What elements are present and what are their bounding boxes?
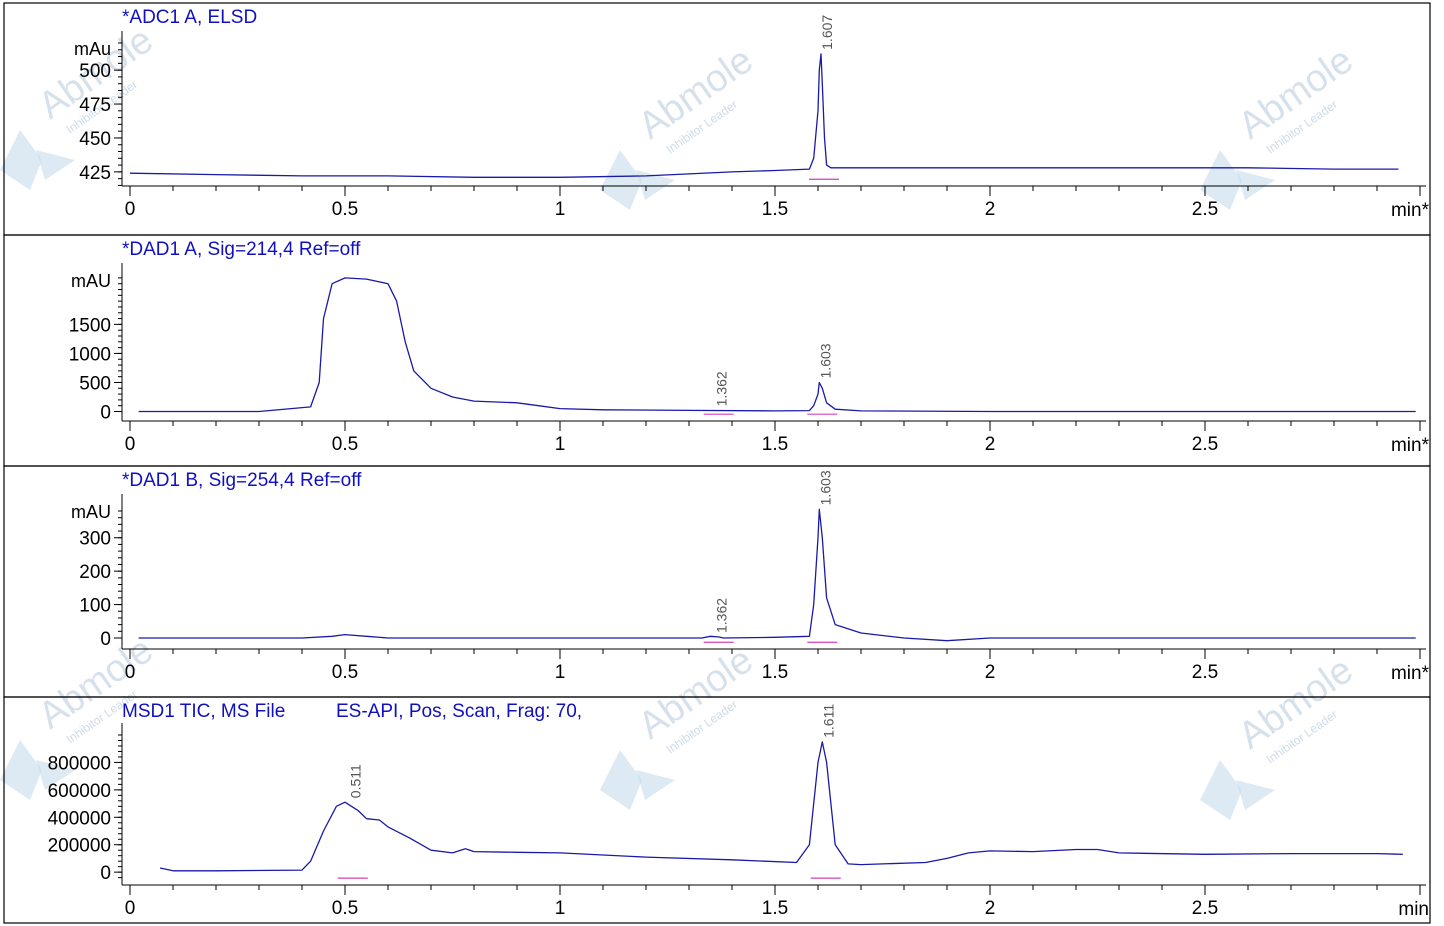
y-unit-label: mAU	[71, 502, 111, 522]
y-tick-label: 200	[79, 562, 111, 583]
x-tick-label: 2	[985, 199, 996, 220]
x-tick-label: 2.5	[1192, 662, 1218, 683]
chart-panel-4: MSD1 TIC, MS File ES-API, Pos, Scan, Frag…	[3, 696, 1431, 924]
y-tick-label: 0	[100, 863, 111, 884]
x-tick-label: 2	[985, 898, 996, 919]
x-tick-label: 0.5	[332, 898, 358, 919]
peak-rt-label: 1.603	[817, 470, 833, 505]
watermark-glyph	[1236, 780, 1275, 810]
x-unit-label: min	[1398, 899, 1429, 920]
y-unit-label: mAu	[74, 39, 111, 59]
peak-rt-label: 1.603	[817, 343, 833, 378]
watermark-glyph	[636, 170, 675, 200]
chart-title: *DAD1 A, Sig=214,4 Ref=off	[122, 239, 361, 260]
x-tick-label: 2.5	[1192, 434, 1218, 455]
watermark-glyph	[36, 150, 75, 180]
y-tick-label: 0	[100, 403, 111, 424]
watermark-glyph	[600, 150, 642, 210]
x-tick-label: 1	[555, 662, 566, 683]
x-tick-label: 0.5	[332, 434, 358, 455]
x-tick-label: 2.5	[1192, 199, 1218, 220]
chart-title: *DAD1 B, Sig=254,4 Ref=off	[122, 470, 362, 491]
peak-rt-label: 1.362	[714, 371, 730, 406]
chart-panel-2: *DAD1 A, Sig=214,4 Ref=off 0 500 1000 1500 mA…	[3, 234, 1431, 467]
chart-subtitle: ES-API, Pos, Scan, Frag: 70,	[336, 701, 582, 722]
y-tick-label: 100	[79, 596, 111, 617]
x-tick-label: 0.5	[332, 662, 358, 683]
y-tick-label: 500	[79, 61, 111, 82]
y-tick-label: 450	[79, 129, 111, 150]
peak-rt-label: 1.607	[819, 15, 835, 50]
x-unit-label: min*	[1391, 435, 1430, 456]
y-tick-label: 425	[79, 163, 111, 184]
y-unit-label: mAU	[71, 271, 111, 291]
peak-rt-label: 1.362	[714, 598, 730, 633]
y-tick-label: 400000	[48, 808, 111, 829]
watermark-glyph	[36, 760, 75, 790]
y-tick-label: 800000	[48, 753, 111, 774]
x-tick-label: 0	[125, 662, 136, 683]
watermark-glyph	[1200, 760, 1242, 820]
peak-rt-label: 1.611	[821, 704, 837, 738]
peak-rt-label: 0.511	[348, 764, 364, 798]
x-tick-label: 2	[985, 662, 996, 683]
x-tick-label: 0	[125, 898, 136, 919]
x-tick-label: 1	[555, 434, 566, 455]
x-tick-label: 2.5	[1192, 898, 1218, 919]
y-tick-label: 475	[79, 95, 111, 116]
chart-panel-3: *DAD1 B, Sig=254,4 Ref=off 0 100 200 300 mAU 0…	[3, 465, 1431, 698]
y-tick-label: 1000	[69, 344, 111, 365]
y-tick-label: 500	[79, 373, 111, 394]
x-unit-label: min*	[1391, 663, 1430, 684]
watermark-glyph	[1200, 150, 1242, 210]
series-line	[159, 741, 1403, 872]
x-tick-label: 1.5	[762, 434, 788, 455]
y-tick-label: 300	[79, 529, 111, 550]
watermark-glyph	[0, 740, 42, 800]
x-tick-label: 1	[555, 898, 566, 919]
x-tick-label: 0.5	[332, 199, 358, 220]
watermark-glyph	[0, 130, 42, 190]
x-tick-label: 1.5	[762, 662, 788, 683]
watermark-glyph	[600, 750, 642, 810]
chart-title: *ADC1 A, ELSD	[122, 7, 257, 28]
series-line	[129, 53, 1399, 178]
y-tick-label: 1500	[69, 315, 111, 336]
x-tick-label: 1.5	[762, 898, 788, 919]
x-tick-label: 1.5	[762, 199, 788, 220]
x-tick-label: 1	[555, 199, 566, 220]
watermark-glyph	[1236, 170, 1275, 200]
x-tick-label: 0	[125, 434, 136, 455]
y-tick-label: 600000	[48, 781, 111, 802]
y-tick-label: 200000	[48, 836, 111, 857]
series-line	[138, 277, 1416, 413]
series-line	[138, 508, 1416, 642]
x-unit-label: min*	[1391, 200, 1430, 221]
panel-frame	[3, 696, 1431, 924]
x-tick-label: 0	[125, 199, 136, 220]
watermark-glyph	[636, 770, 675, 800]
x-tick-label: 2	[985, 434, 996, 455]
y-tick-label: 0	[100, 629, 111, 650]
chart-title: MSD1 TIC, MS File	[122, 701, 285, 722]
